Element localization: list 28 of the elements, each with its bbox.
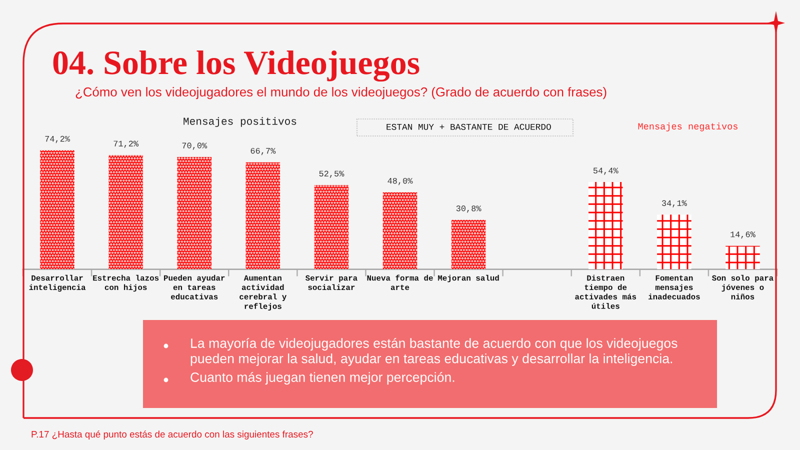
bar [726, 246, 760, 270]
bar [108, 155, 143, 270]
bar [382, 192, 418, 270]
chart-title: 04. Sobre los Videojuegos [53, 50, 420, 82]
bar [177, 157, 212, 270]
data-label: 34,1% [662, 200, 687, 208]
data-label: 54,4% [593, 168, 618, 175]
bar [451, 220, 486, 270]
data-label: 71,2% [114, 140, 139, 148]
text: La mayoría de videojugadores están bastante de acuerdo con que los videojuegos pueden mejorar la salud, ayudar en tareas educativas y desarrollar la inteligencia. [190, 338, 678, 366]
chart-subtitle: ¿Cómo ven los videojugadores el mundo de los videojuegos? (Grado de acuerdo con frases) [76, 86, 606, 100]
text: Mensajes negativos [638, 122, 738, 132]
data-label: 66,7% [250, 148, 276, 156]
bar [314, 185, 349, 270]
data-label: 74,2% [45, 136, 70, 144]
data-label: 14,6% [730, 232, 756, 239]
text: ESTAN MUY + BASTANTE DE ACUERDO [386, 124, 551, 130]
bar [657, 214, 692, 270]
text: Cuanto más juegan tienen mejor percepción. [190, 372, 454, 385]
bar [588, 182, 623, 270]
text: P.17 ¿Hasta qué punto estás de acuerdo con las siguientes frases? [32, 430, 313, 440]
text: Mensajes positivos [184, 117, 296, 127]
data-label: 48,0% [388, 178, 413, 186]
bar [40, 150, 74, 270]
bar [246, 162, 280, 270]
data-label: 52,5% [319, 170, 344, 178]
data-label: 30,8% [456, 206, 482, 213]
data-label: 70,0% [182, 142, 208, 150]
